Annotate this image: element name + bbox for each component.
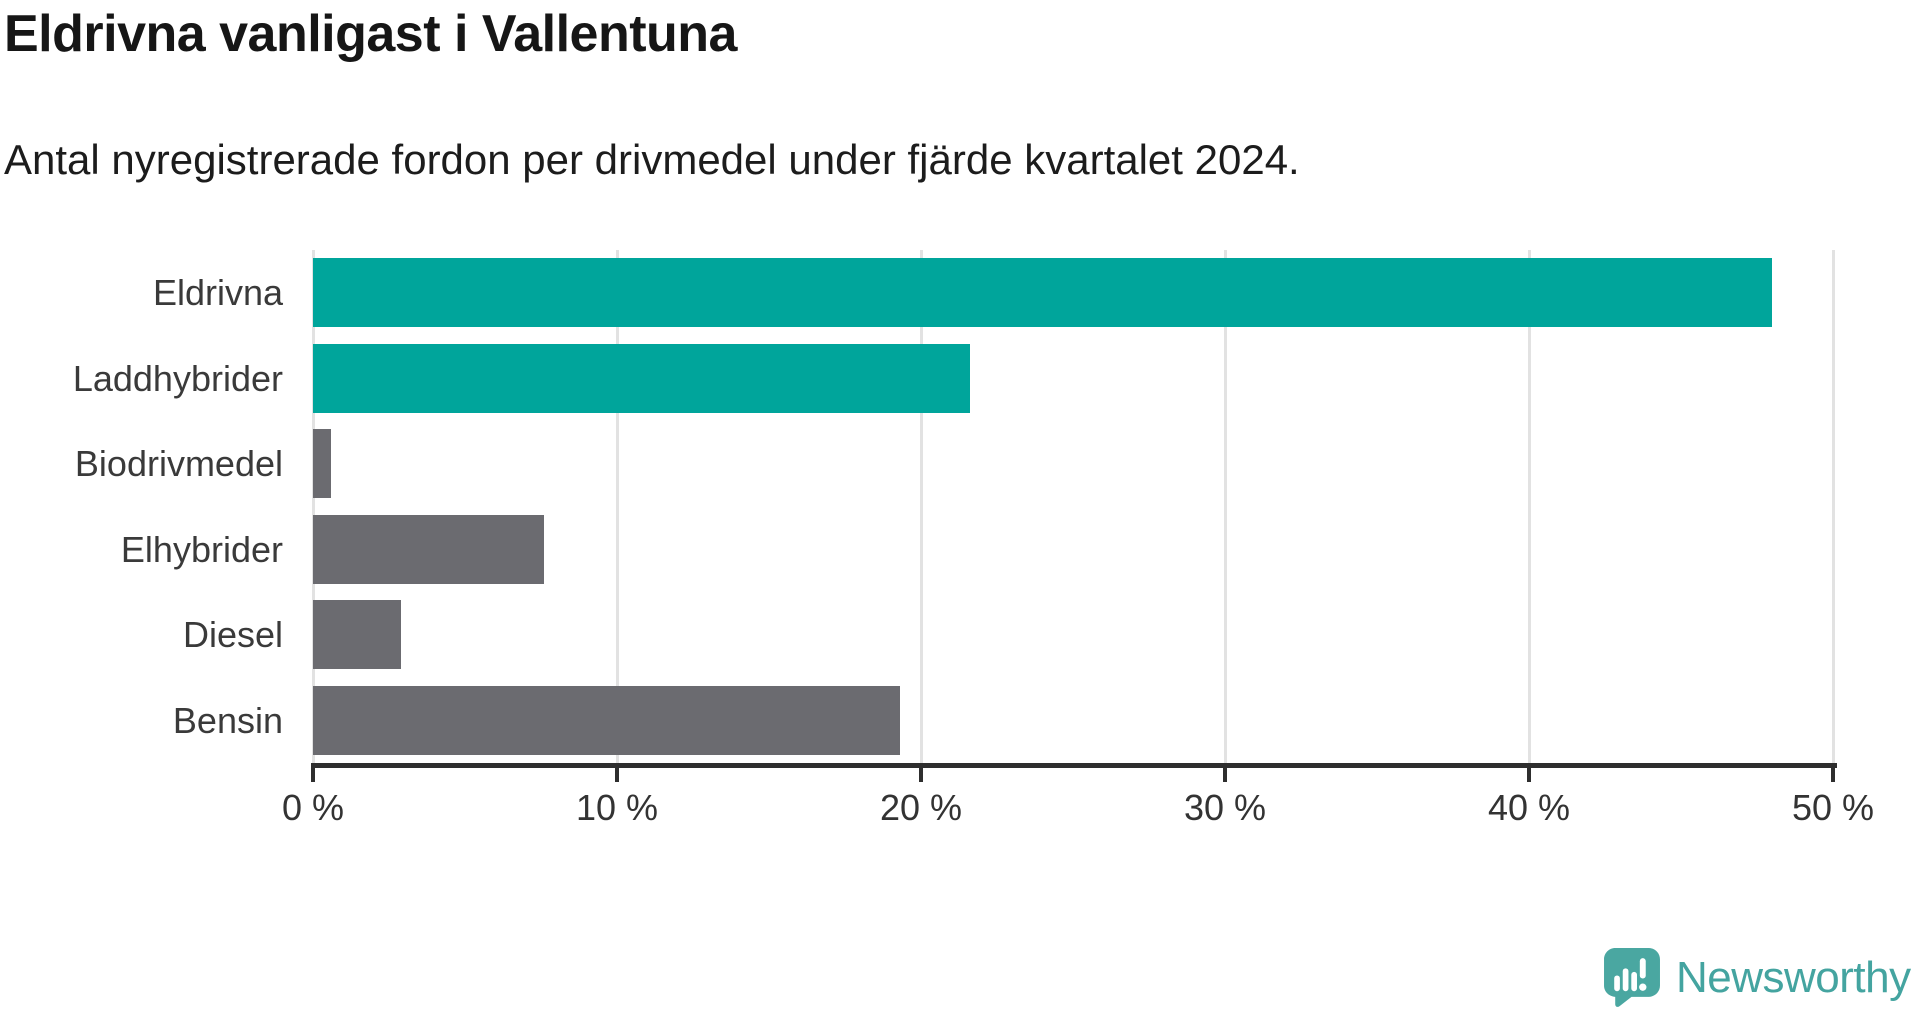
bar	[313, 514, 545, 584]
gridline	[1527, 250, 1531, 763]
bar	[313, 600, 402, 670]
category-label: Biodrivmedel	[74, 443, 283, 485]
axis-tick	[1527, 763, 1531, 782]
bar	[313, 343, 970, 413]
axis-tick-label: 20 %	[879, 787, 963, 828]
gridline	[615, 250, 619, 763]
brand-footer: Newsworthy	[1604, 948, 1911, 1007]
category-label: Laddhybrider	[72, 357, 283, 399]
axis-tick	[919, 763, 923, 782]
axis-tick-label: 30 %	[1183, 787, 1267, 828]
axis-tick-label: 0 %	[281, 787, 345, 828]
bar	[313, 429, 332, 499]
axis-tick	[311, 763, 315, 782]
category-label: Eldrivna	[152, 272, 283, 314]
axis-tick	[1223, 763, 1227, 782]
category-label: Elhybrider	[120, 528, 283, 570]
axis-tick-label: 40 %	[1487, 787, 1571, 828]
gridline	[311, 250, 315, 763]
category-label: Diesel	[182, 614, 283, 656]
gridline	[1831, 250, 1835, 763]
axis-tick-label: 10 %	[575, 787, 659, 828]
newsworthy-logo-icon	[1604, 948, 1660, 1007]
bar	[313, 258, 1773, 328]
gridline	[1223, 250, 1227, 763]
axis-tick	[615, 763, 619, 782]
bar	[313, 685, 900, 755]
x-axis-line	[311, 763, 1837, 768]
page-title: Eldrivna vanligast i Vallentuna	[4, 5, 737, 63]
axis-tick	[1831, 763, 1835, 782]
gridline	[919, 250, 923, 763]
chart-subtitle: Antal nyregistrerade fordon per drivmede…	[4, 136, 1300, 183]
brand-name: Newsworthy	[1676, 952, 1911, 1002]
axis-tick-label: 50 %	[1791, 787, 1875, 828]
category-label: Bensin	[172, 699, 283, 741]
